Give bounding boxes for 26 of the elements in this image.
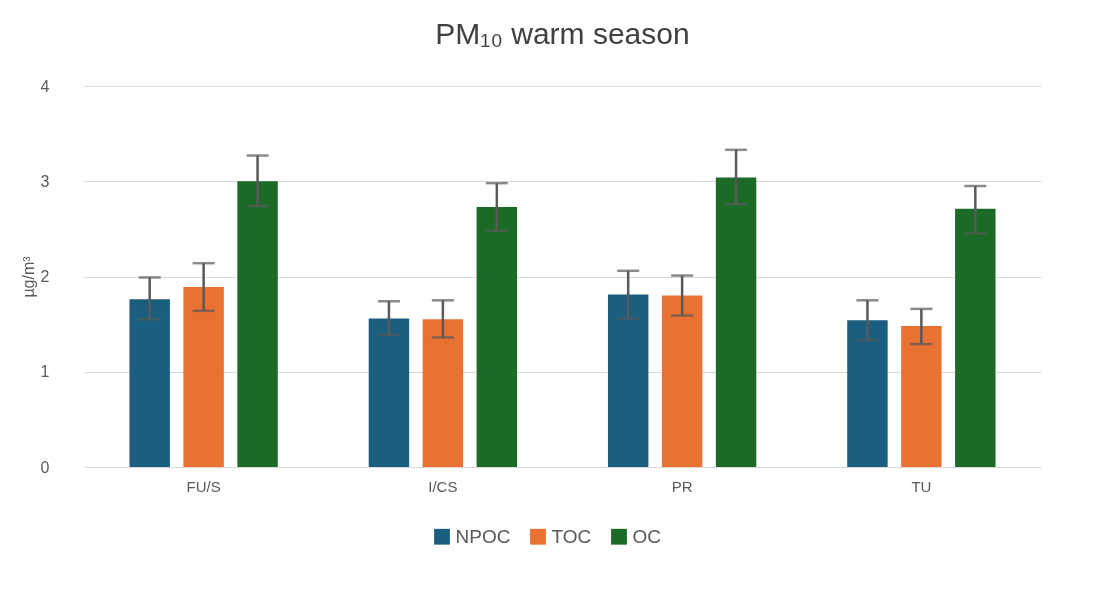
legend-label: NPOC [455, 525, 511, 547]
y-tick-label: 4 [40, 77, 50, 95]
bar [422, 319, 464, 467]
y-tick-label: 0 [40, 458, 50, 476]
x-tick-label: TU [911, 477, 932, 495]
bar [129, 299, 170, 467]
chart-title: PM₁₀ warm season [435, 17, 690, 50]
y-axis-title: µg/m³ [19, 255, 37, 298]
bar [368, 318, 410, 467]
bar [607, 294, 649, 467]
y-tick-label: 2 [40, 268, 50, 285]
bar [715, 177, 757, 467]
bar [183, 286, 224, 467]
bar [955, 208, 996, 467]
x-tick-label: PR [671, 477, 693, 495]
bar [237, 181, 278, 467]
legend-label: TOC [551, 525, 592, 547]
bar [847, 320, 888, 467]
bar [661, 295, 703, 467]
bar [476, 206, 518, 467]
x-tick-label: I/CS [428, 477, 458, 495]
y-tick-label: 1 [40, 363, 50, 381]
legend-label: OC [632, 525, 661, 547]
bar [901, 326, 942, 467]
x-tick-label: FU/S [186, 477, 221, 495]
y-tick-label: 3 [40, 172, 50, 190]
